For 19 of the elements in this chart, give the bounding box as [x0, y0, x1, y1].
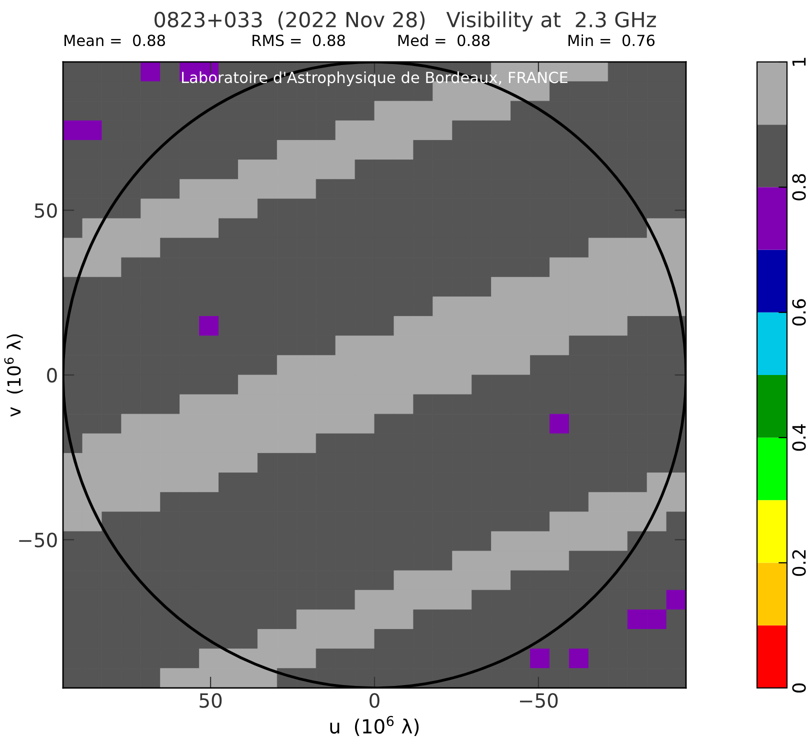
color-bar-label: 0 [792, 683, 806, 693]
y-axis-title: v (10$^{6}$ λ) [4, 334, 23, 417]
y-tick-label: 0 [47, 368, 57, 383]
x-tick-label: −50 [520, 693, 558, 708]
x-tick-label: 0 [370, 693, 380, 708]
color-bar-label: 0.2 [792, 550, 806, 576]
chart-title: 0823+033 (2022 Nov 28) Visibility at 2.3 GHz [154, 11, 656, 32]
text: Mean = 0.88 [64, 34, 165, 46]
x-axis-title: u (10$^{6}$ λ) [330, 716, 419, 736]
y-tick-label: −50 [19, 532, 57, 548]
y-tick-label: 50 [34, 203, 57, 218]
color-bar-label: 0.8 [792, 174, 806, 200]
color-bar-label: 1 [792, 58, 806, 66]
color-bar-label: 0.4 [792, 424, 806, 451]
text: Min = 0.76 [568, 34, 655, 46]
x-tick-label: 50 [200, 693, 222, 708]
text: RMS = 0.88 [252, 34, 345, 46]
color-bar-label: 0.6 [792, 299, 806, 326]
text: Med = 0.88 [398, 34, 490, 46]
